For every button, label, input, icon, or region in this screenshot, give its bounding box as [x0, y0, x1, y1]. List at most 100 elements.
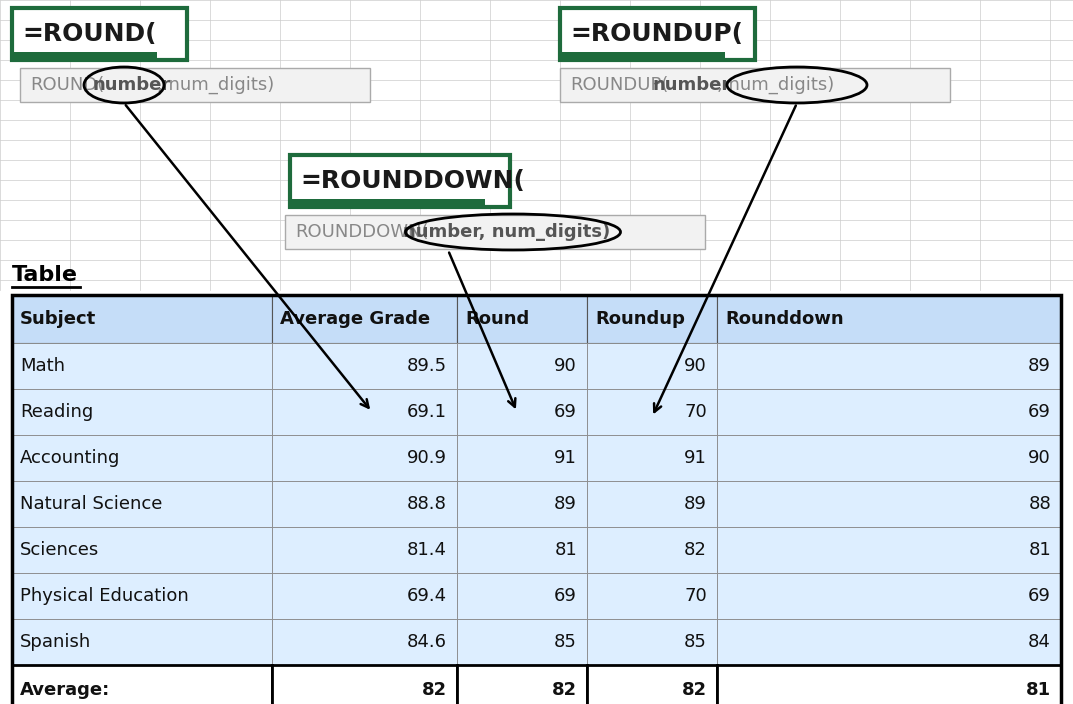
Text: 90: 90: [1028, 449, 1050, 467]
FancyBboxPatch shape: [271, 481, 457, 527]
FancyBboxPatch shape: [457, 343, 587, 389]
Text: =ROUNDUP(: =ROUNDUP(: [570, 22, 743, 46]
FancyBboxPatch shape: [457, 665, 587, 704]
Text: Subject: Subject: [20, 310, 97, 328]
Text: 90: 90: [555, 357, 577, 375]
FancyBboxPatch shape: [271, 619, 457, 665]
Text: 89: 89: [685, 495, 707, 513]
FancyBboxPatch shape: [717, 435, 1061, 481]
FancyBboxPatch shape: [12, 435, 271, 481]
Text: 69: 69: [1028, 403, 1050, 421]
Text: Natural Science: Natural Science: [20, 495, 162, 513]
FancyBboxPatch shape: [271, 435, 457, 481]
Text: 84: 84: [1028, 633, 1050, 651]
FancyBboxPatch shape: [271, 573, 457, 619]
Text: 89: 89: [1028, 357, 1050, 375]
FancyBboxPatch shape: [457, 389, 587, 435]
FancyBboxPatch shape: [587, 527, 717, 573]
Text: =ROUND(: =ROUND(: [23, 22, 157, 46]
FancyBboxPatch shape: [12, 343, 271, 389]
FancyBboxPatch shape: [12, 295, 271, 343]
Text: 85: 85: [685, 633, 707, 651]
FancyBboxPatch shape: [12, 619, 271, 665]
Text: Round: Round: [465, 310, 529, 328]
FancyBboxPatch shape: [717, 343, 1061, 389]
FancyBboxPatch shape: [717, 481, 1061, 527]
FancyBboxPatch shape: [717, 295, 1061, 343]
FancyBboxPatch shape: [12, 573, 271, 619]
Text: Average Grade: Average Grade: [280, 310, 430, 328]
FancyBboxPatch shape: [457, 295, 587, 343]
Text: 69.4: 69.4: [407, 587, 447, 605]
FancyBboxPatch shape: [12, 527, 271, 573]
Text: Spanish: Spanish: [20, 633, 91, 651]
FancyBboxPatch shape: [587, 295, 717, 343]
FancyBboxPatch shape: [12, 8, 187, 60]
Text: 69: 69: [554, 403, 577, 421]
Text: 89: 89: [554, 495, 577, 513]
FancyBboxPatch shape: [457, 435, 587, 481]
FancyBboxPatch shape: [457, 619, 587, 665]
FancyBboxPatch shape: [271, 295, 457, 343]
FancyBboxPatch shape: [20, 68, 370, 102]
Text: number: number: [652, 76, 731, 94]
Text: =ROUNDDOWN(: =ROUNDDOWN(: [300, 169, 525, 193]
Text: 69.1: 69.1: [407, 403, 447, 421]
Text: 81.4: 81.4: [407, 541, 447, 559]
FancyBboxPatch shape: [560, 68, 950, 102]
FancyBboxPatch shape: [12, 665, 271, 704]
Text: 81: 81: [1028, 541, 1050, 559]
Text: 81: 81: [1026, 681, 1050, 699]
FancyBboxPatch shape: [290, 155, 510, 207]
Text: 85: 85: [554, 633, 577, 651]
FancyBboxPatch shape: [587, 573, 717, 619]
FancyBboxPatch shape: [12, 389, 271, 435]
Text: ROUNDUP(: ROUNDUP(: [570, 76, 668, 94]
FancyBboxPatch shape: [587, 481, 717, 527]
Text: 70: 70: [685, 587, 707, 605]
Text: 88: 88: [1028, 495, 1050, 513]
FancyBboxPatch shape: [560, 52, 725, 60]
Text: Rounddown: Rounddown: [725, 310, 843, 328]
FancyBboxPatch shape: [271, 343, 457, 389]
FancyBboxPatch shape: [12, 481, 271, 527]
Text: 69: 69: [554, 587, 577, 605]
FancyBboxPatch shape: [560, 8, 755, 60]
Text: Sciences: Sciences: [20, 541, 99, 559]
FancyBboxPatch shape: [717, 665, 1061, 704]
Text: 90: 90: [685, 357, 707, 375]
FancyBboxPatch shape: [587, 435, 717, 481]
FancyBboxPatch shape: [717, 573, 1061, 619]
Text: , num_digits): , num_digits): [157, 76, 275, 94]
Text: 82: 82: [685, 541, 707, 559]
FancyBboxPatch shape: [290, 199, 485, 207]
FancyBboxPatch shape: [587, 389, 717, 435]
Text: ROUNDDOWN(: ROUNDDOWN(: [295, 223, 428, 241]
Text: Accounting: Accounting: [20, 449, 120, 467]
FancyBboxPatch shape: [717, 389, 1061, 435]
Text: Table: Table: [12, 265, 78, 285]
Text: 89.5: 89.5: [407, 357, 447, 375]
Text: Reading: Reading: [20, 403, 93, 421]
Text: Math: Math: [20, 357, 65, 375]
FancyBboxPatch shape: [12, 52, 157, 60]
Text: 84.6: 84.6: [407, 633, 447, 651]
Text: 91: 91: [685, 449, 707, 467]
Text: 82: 82: [552, 681, 577, 699]
Text: Physical Education: Physical Education: [20, 587, 189, 605]
Text: 82: 82: [422, 681, 447, 699]
FancyBboxPatch shape: [271, 389, 457, 435]
Text: 90.9: 90.9: [407, 449, 447, 467]
Text: Roundup: Roundup: [596, 310, 685, 328]
Text: ROUND(: ROUND(: [30, 76, 104, 94]
Text: 82: 82: [681, 681, 707, 699]
Text: Average:: Average:: [20, 681, 111, 699]
FancyBboxPatch shape: [587, 619, 717, 665]
Text: 81: 81: [555, 541, 577, 559]
FancyBboxPatch shape: [457, 573, 587, 619]
FancyBboxPatch shape: [271, 527, 457, 573]
FancyBboxPatch shape: [457, 527, 587, 573]
FancyBboxPatch shape: [271, 665, 457, 704]
Text: 88.8: 88.8: [407, 495, 447, 513]
FancyBboxPatch shape: [285, 215, 705, 249]
